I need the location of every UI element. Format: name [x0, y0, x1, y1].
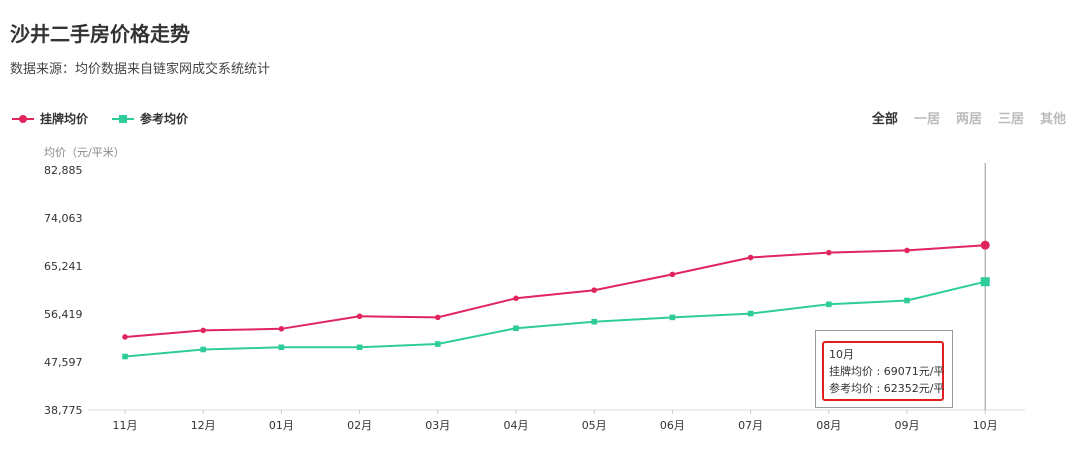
x-tick-label: 06月: [660, 419, 685, 432]
legend-item-reference[interactable]: 参考均价: [112, 110, 188, 127]
data-point-reference: [200, 346, 206, 353]
series-line-listing: [124, 244, 986, 338]
x-tick-label: 12月: [191, 419, 216, 432]
y-axis-label: 均价（元/平米）: [44, 146, 125, 159]
data-point-reference: [747, 310, 754, 317]
data-point-reference: [826, 301, 832, 308]
y-tick-label: 65,241: [44, 260, 83, 273]
legend-label-reference: 参考均价: [140, 112, 189, 126]
tooltip-listing-price: 挂牌均价 : 69071元/平: [829, 365, 945, 378]
data-point-listing: [122, 334, 128, 340]
legend-label-listing: 挂牌均价: [40, 112, 89, 126]
series-line-reference: [124, 280, 986, 358]
x-tick-label: 02月: [347, 419, 372, 432]
data-point-listing: [278, 325, 285, 332]
data-point-listing: [200, 327, 206, 334]
data-point-reference: [122, 353, 128, 360]
data-point-listing: [669, 271, 676, 278]
x-tick-label: 08月: [816, 419, 841, 432]
x-tick-label: 09月: [895, 419, 920, 432]
x-tick-label: 04月: [504, 419, 529, 432]
data-point-reference: [591, 318, 597, 325]
chart-tooltip: 10月 挂牌均价 : 69071元/平 参考均价 : 62352元/平: [815, 330, 953, 408]
chart-legend: 挂牌均价 参考均价: [12, 110, 188, 127]
room-type-filter: 全部 一居 两居 三居 其他: [872, 108, 1066, 127]
data-point-listing: [591, 287, 597, 293]
filter-tab-two-bedroom[interactable]: 两居: [955, 112, 982, 127]
legend-swatch-listing: [12, 114, 34, 124]
y-tick-label: 74,063: [44, 212, 83, 225]
filter-tab-all[interactable]: 全部: [871, 112, 898, 127]
filter-tab-other[interactable]: 其他: [1039, 112, 1066, 127]
data-point-listing: [513, 295, 519, 302]
x-tick-label: 01月: [269, 419, 294, 432]
data-point-listing: [356, 313, 363, 320]
data-point-listing: [747, 254, 754, 261]
data-point-reference: [980, 277, 990, 287]
data-point-reference: [435, 341, 441, 347]
x-tick-label: 07月: [738, 419, 763, 432]
y-tick-label: 47,597: [44, 356, 83, 369]
data-point-reference: [356, 344, 363, 351]
y-tick-label: 82,885: [44, 164, 83, 177]
data-point-reference: [904, 297, 910, 304]
filter-tab-one-bedroom[interactable]: 一居: [913, 112, 940, 127]
data-point-listing: [435, 314, 441, 321]
data-point-reference: [513, 325, 519, 332]
tooltip-reference-price: 参考均价 : 62352元/平: [829, 382, 945, 395]
legend-item-listing[interactable]: 挂牌均价: [12, 110, 88, 127]
x-tick-label: 10月: [973, 419, 998, 432]
x-tick-label: 03月: [425, 419, 450, 432]
tooltip-month: 10月: [829, 348, 854, 361]
page-title: 沙井二手房价格走势: [10, 22, 190, 46]
tooltip-highlight-box: 10月 挂牌均价 : 69071元/平 参考均价 : 62352元/平: [822, 341, 944, 401]
data-source-note: 数据来源：均价数据来自链家网成交系统统计: [10, 62, 271, 77]
data-point-listing: [980, 240, 990, 250]
y-tick-label: 56,419: [44, 308, 83, 321]
legend-swatch-reference: [112, 114, 135, 124]
data-point-listing: [826, 249, 832, 256]
x-tick-label: 05月: [582, 419, 607, 432]
data-point-reference: [278, 344, 285, 351]
data-point-reference: [669, 314, 676, 321]
filter-tab-three-bedroom[interactable]: 三居: [997, 112, 1024, 127]
y-tick-label: 38,775: [44, 404, 83, 417]
x-tick-label: 11月: [113, 419, 138, 432]
data-point-listing: [904, 247, 910, 254]
